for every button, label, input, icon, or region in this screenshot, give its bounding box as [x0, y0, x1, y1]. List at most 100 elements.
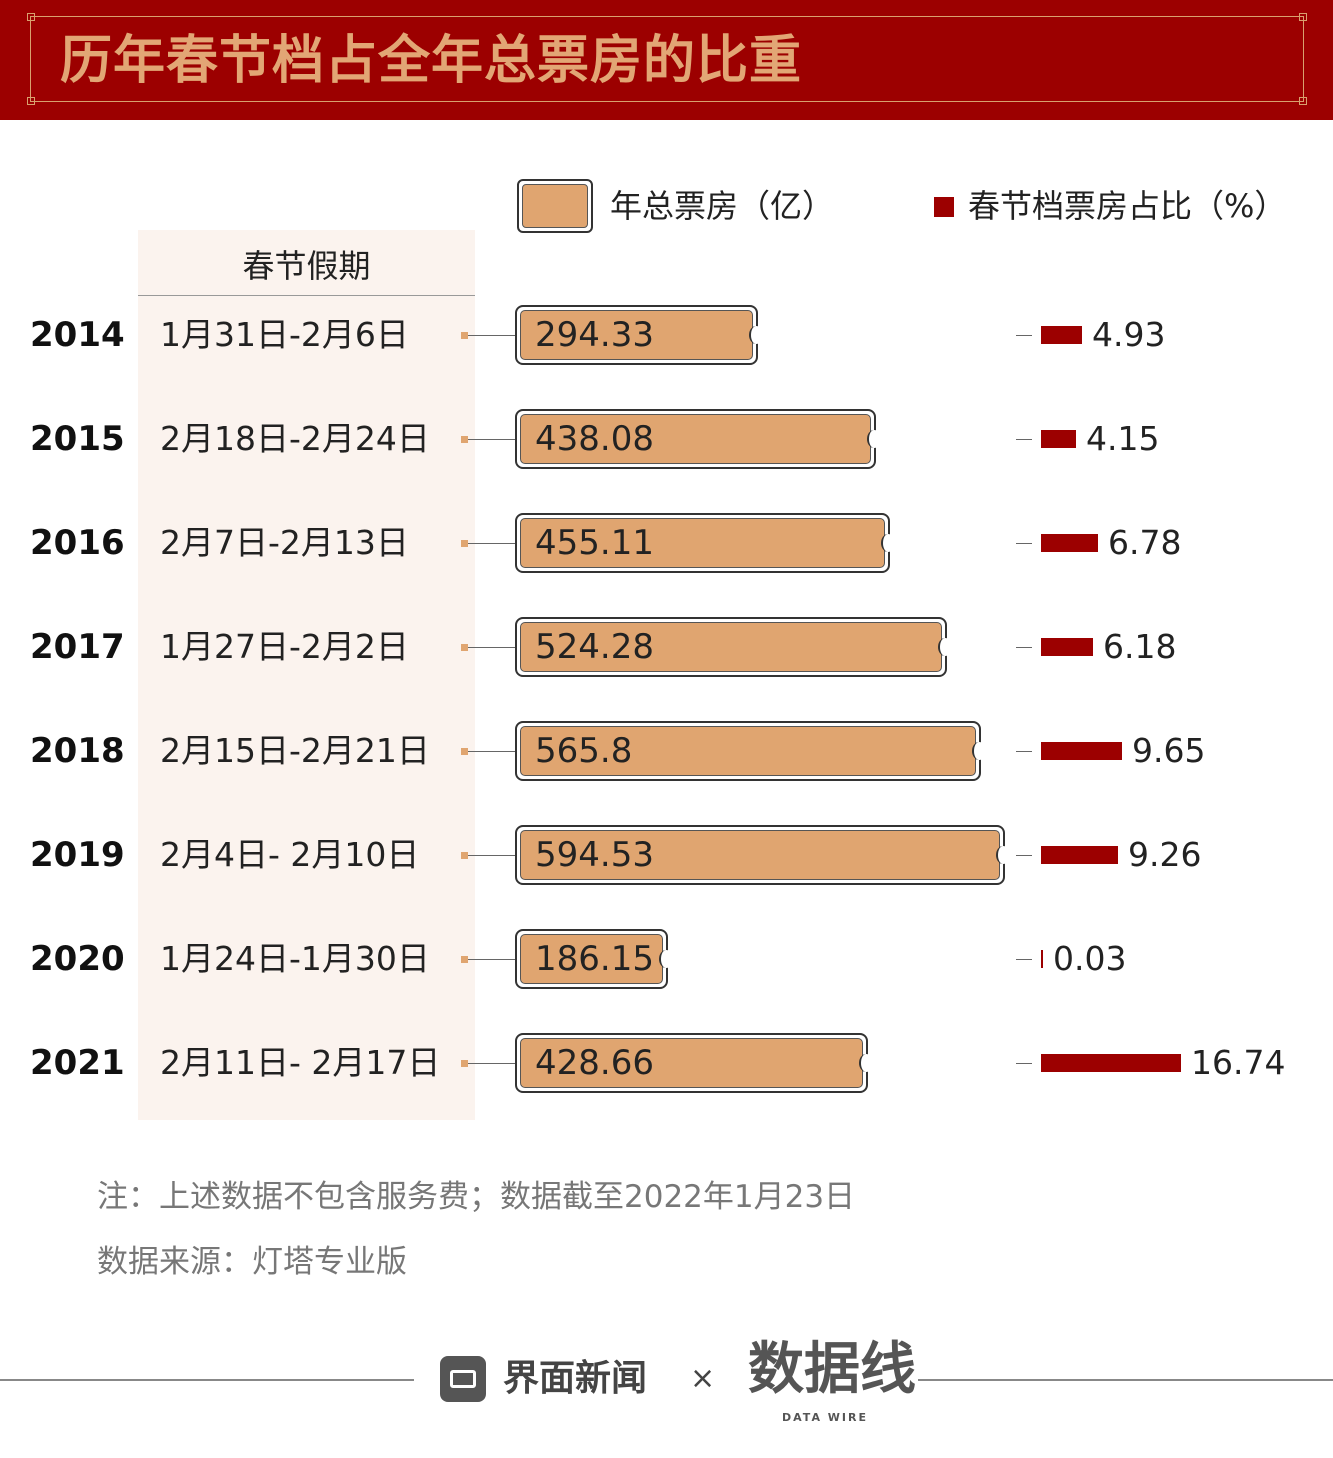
- share-value: 6.78: [1108, 523, 1182, 562]
- holiday-dates: 2月7日-2月13日: [160, 523, 409, 562]
- share-bar: [1041, 846, 1118, 864]
- ticket-notch: [996, 846, 1010, 864]
- connector-dot: [461, 332, 468, 339]
- frame-corner: [27, 97, 35, 105]
- share-connector: [1016, 751, 1032, 752]
- footer-divider-right: [918, 1379, 1333, 1381]
- share-bar: [1041, 534, 1098, 552]
- ticket-notch: [881, 534, 895, 552]
- box-office-value: 455.11: [535, 523, 654, 563]
- connector-dot: [461, 748, 468, 755]
- box-office-bar: 455.11: [515, 513, 895, 573]
- note-text: 注：上述数据不包含服务费；数据截至2022年1月23日: [97, 1179, 856, 1215]
- frame-corner: [1299, 13, 1307, 21]
- share-value: 0.03: [1053, 939, 1127, 978]
- share-value: 9.65: [1132, 731, 1206, 770]
- connector-line: [468, 959, 517, 960]
- box-office-bar: 428.66: [515, 1033, 873, 1093]
- legend-box-office-swatch: [517, 179, 593, 233]
- times-sign: ×: [690, 1361, 716, 1396]
- connector-dot: [461, 644, 468, 651]
- share-connector: [1016, 543, 1032, 544]
- box-office-value: 594.53: [535, 835, 654, 875]
- connector-dot: [461, 1060, 468, 1067]
- page-title: 历年春节档占全年总票房的比重: [60, 31, 803, 91]
- holiday-dates: 2月18日-2月24日: [160, 419, 430, 458]
- brand-name: 界面新闻: [503, 1358, 648, 1399]
- share-connector: [1016, 647, 1032, 648]
- header-frame: [27, 13, 1307, 105]
- holiday-dates: 2月4日- 2月10日: [160, 835, 420, 874]
- share-value: 6.18: [1103, 627, 1177, 666]
- year-label: 2018: [30, 731, 125, 771]
- box-office-bar: 524.28: [515, 617, 952, 677]
- legend-share-swatch: [934, 197, 954, 217]
- share-value: 16.74: [1191, 1043, 1286, 1082]
- ticket-notch: [867, 430, 881, 448]
- connector-dot: [461, 436, 468, 443]
- ticket-notch: [938, 638, 952, 656]
- share-bar: [1041, 742, 1122, 760]
- holiday-panel: 春节假期: [138, 230, 475, 1120]
- box-office-value: 524.28: [535, 627, 654, 667]
- share-bar: [1041, 430, 1076, 448]
- ticket-notch: [972, 742, 986, 760]
- holiday-dates: 1月24日-1月30日: [160, 939, 430, 978]
- partner-logo: 数据线: [748, 1336, 916, 1402]
- box-office-value: 294.33: [535, 315, 654, 355]
- connector-dot: [461, 956, 468, 963]
- legend-box-office-label: 年总票房（亿）: [610, 187, 835, 225]
- connector-line: [468, 647, 517, 648]
- share-value: 4.93: [1092, 315, 1166, 354]
- source-text: 数据来源：灯塔专业版: [97, 1244, 407, 1280]
- box-office-bar: 594.53: [515, 825, 1010, 885]
- connector-dot: [461, 540, 468, 547]
- share-value: 9.26: [1128, 835, 1202, 874]
- connector-line: [468, 335, 517, 336]
- share-value: 4.15: [1086, 419, 1160, 458]
- chart-row: 2018 2月15日-2月21日 565.8 9.65: [0, 721, 1333, 781]
- share-bar: [1041, 1054, 1181, 1072]
- box-office-value: 428.66: [535, 1043, 654, 1083]
- connector-line: [468, 751, 517, 752]
- year-label: 2019: [30, 835, 125, 875]
- share-bar: [1041, 950, 1043, 968]
- chart-row: 2015 2月18日-2月24日 438.08 4.15: [0, 409, 1333, 469]
- brand-logo-icon: [440, 1356, 486, 1402]
- legend-share-label: 春节档票房占比（%）: [968, 187, 1287, 225]
- connector-line: [468, 855, 517, 856]
- share-bar: [1041, 638, 1093, 656]
- ticket-notch: [659, 950, 673, 968]
- holiday-dates: 1月31日-2月6日: [160, 315, 409, 354]
- chart-row: 2016 2月7日-2月13日 455.11 6.78: [0, 513, 1333, 573]
- year-label: 2020: [30, 939, 125, 979]
- box-office-bar: 565.8: [515, 721, 986, 781]
- ticket-notch: [749, 326, 763, 344]
- header-banner: 历年春节档占全年总票房的比重: [0, 0, 1333, 120]
- chart-row: 2020 1月24日-1月30日 186.15 0.03: [0, 929, 1333, 989]
- share-bar: [1041, 326, 1082, 344]
- partner-logo-subtitle: DATA WIRE: [782, 1411, 868, 1424]
- frame-corner: [27, 13, 35, 21]
- connector-line: [468, 439, 517, 440]
- chart-row: 2021 2月11日- 2月17日 428.66 16.74: [0, 1033, 1333, 1093]
- holiday-dates: 1月27日-2月2日: [160, 627, 409, 666]
- share-connector: [1016, 855, 1032, 856]
- chart-row: 2019 2月4日- 2月10日 594.53 9.26: [0, 825, 1333, 885]
- year-label: 2016: [30, 523, 125, 563]
- share-connector: [1016, 1063, 1032, 1064]
- box-office-bar: 294.33: [515, 305, 763, 365]
- box-office-value: 438.08: [535, 419, 654, 459]
- share-connector: [1016, 439, 1032, 440]
- box-office-value: 186.15: [535, 939, 654, 979]
- footer-divider-left: [0, 1379, 414, 1381]
- share-connector: [1016, 335, 1032, 336]
- chart-row: 2017 1月27日-2月2日 524.28 6.18: [0, 617, 1333, 677]
- ticket-notch: [859, 1054, 873, 1072]
- holiday-header: 春节假期: [138, 230, 475, 296]
- box-office-bar: 186.15: [515, 929, 673, 989]
- year-label: 2017: [30, 627, 125, 667]
- share-connector: [1016, 959, 1032, 960]
- chart-row: 2014 1月31日-2月6日 294.33 4.93: [0, 305, 1333, 365]
- box-office-value: 565.8: [535, 731, 633, 771]
